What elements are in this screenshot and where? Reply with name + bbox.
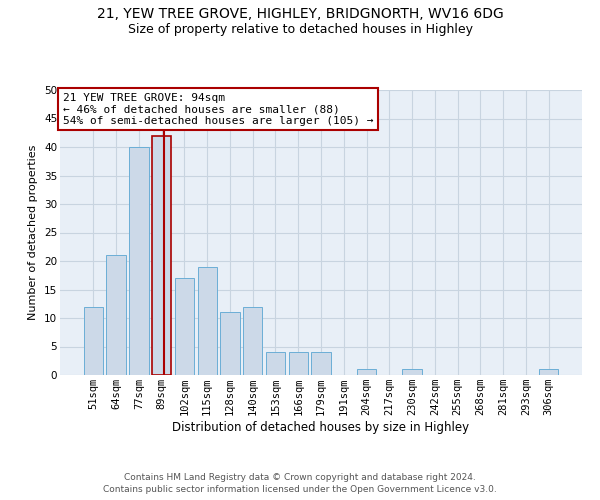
- Bar: [311, 352, 331, 375]
- Bar: [539, 370, 558, 375]
- Bar: [197, 266, 217, 375]
- X-axis label: Distribution of detached houses by size in Highley: Distribution of detached houses by size …: [172, 421, 470, 434]
- Bar: [129, 147, 149, 375]
- Bar: [403, 370, 422, 375]
- Bar: [289, 352, 308, 375]
- Bar: [84, 306, 103, 375]
- Text: Size of property relative to detached houses in Highley: Size of property relative to detached ho…: [128, 22, 473, 36]
- Bar: [266, 352, 285, 375]
- Text: 21, YEW TREE GROVE, HIGHLEY, BRIDGNORTH, WV16 6DG: 21, YEW TREE GROVE, HIGHLEY, BRIDGNORTH,…: [97, 8, 503, 22]
- Bar: [357, 370, 376, 375]
- Text: 21 YEW TREE GROVE: 94sqm
← 46% of detached houses are smaller (88)
54% of semi-d: 21 YEW TREE GROVE: 94sqm ← 46% of detach…: [62, 93, 373, 126]
- Bar: [220, 312, 239, 375]
- Text: Contains HM Land Registry data © Crown copyright and database right 2024.
Contai: Contains HM Land Registry data © Crown c…: [103, 472, 497, 494]
- Bar: [175, 278, 194, 375]
- Bar: [106, 256, 126, 375]
- Bar: [243, 306, 262, 375]
- Y-axis label: Number of detached properties: Number of detached properties: [28, 145, 38, 320]
- Bar: [152, 136, 172, 375]
